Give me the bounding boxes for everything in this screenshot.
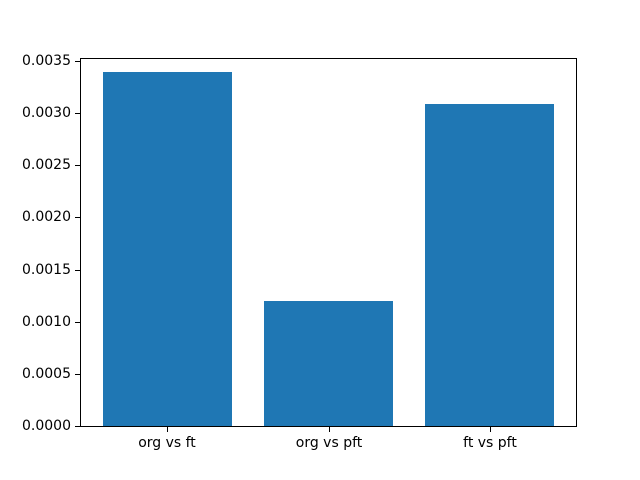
y-tick-mark bbox=[75, 113, 80, 114]
y-tick-mark bbox=[75, 426, 80, 427]
x-tick-label: org vs ft bbox=[138, 435, 196, 451]
x-tick-label: org vs pft bbox=[295, 435, 363, 451]
y-tick-label: 0.0030 bbox=[22, 105, 71, 121]
y-tick-mark bbox=[75, 61, 80, 62]
y-tick-label: 0.0005 bbox=[22, 366, 71, 382]
y-tick-label: 0.0010 bbox=[22, 314, 71, 330]
x-tick-label: ft vs pft bbox=[463, 435, 517, 451]
x-tick-mark bbox=[490, 427, 491, 432]
y-tick-label: 0.0025 bbox=[22, 157, 71, 173]
y-tick-mark bbox=[75, 270, 80, 271]
x-tick-mark bbox=[329, 427, 330, 432]
y-tick-mark bbox=[75, 217, 80, 218]
y-tick-mark bbox=[75, 322, 80, 323]
bar-org-vs-ft bbox=[103, 72, 232, 426]
bar-ft-vs-pft bbox=[425, 104, 554, 426]
y-tick-mark bbox=[75, 374, 80, 375]
y-tick-label: 0.0020 bbox=[22, 209, 71, 225]
y-tick-mark bbox=[75, 165, 80, 166]
y-tick-label: 0.0035 bbox=[22, 53, 71, 69]
x-tick-mark bbox=[167, 427, 168, 432]
y-tick-label: 0.0000 bbox=[22, 418, 71, 434]
y-tick-label: 0.0015 bbox=[22, 262, 71, 278]
bar-org-vs-pft bbox=[264, 301, 393, 426]
